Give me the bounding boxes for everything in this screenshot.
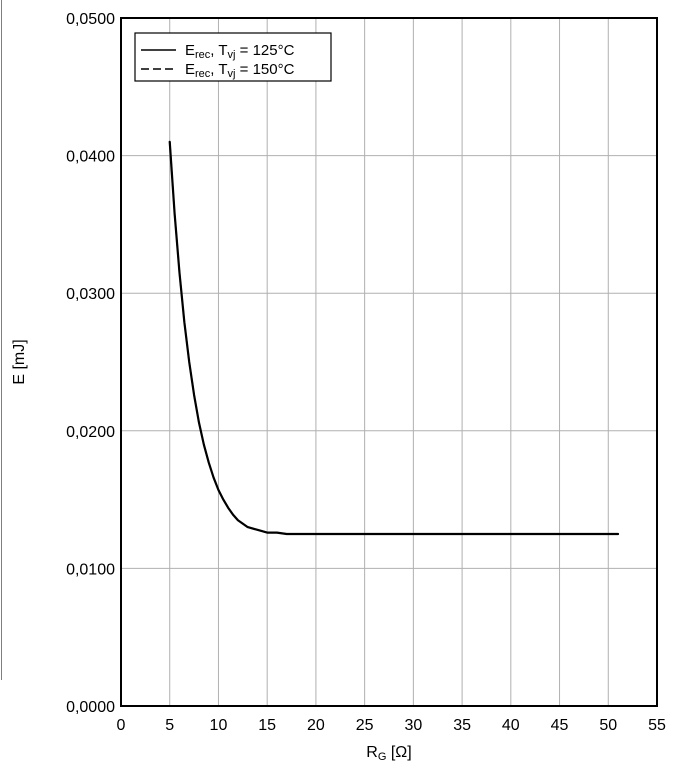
x-tick-label: 40: [502, 717, 520, 734]
x-tick-label: 5: [165, 717, 174, 734]
legend-box: [134, 32, 332, 82]
tick-layer: 0 5 10 15 20 25 30 35 40 45 50 55 0,0000 0,0100 0,0200…: [66, 11, 666, 734]
y-tick-label: 0,0100: [66, 561, 115, 578]
y-tick-label: 0,0200: [66, 424, 115, 441]
legend-label-series-0: Erec, Tvj = 125°C: [185, 42, 295, 61]
legend-label-series-1: Erec, Tvj = 150°C: [185, 61, 295, 80]
y-tick-label: 0,0300: [66, 286, 115, 303]
legend: Erec, Tvj = 125°C Erec, Tvj = 150°C: [134, 32, 332, 82]
series-line-1: [168, 141, 619, 535]
x-axis-label-unit: [Ω]: [386, 744, 411, 761]
x-tick-label: 10: [210, 717, 228, 734]
plot-frame: [120, 17, 658, 707]
y-tick-label: 0,0500: [66, 11, 115, 28]
x-axis-label-main: R: [366, 744, 378, 761]
x-tick-label: 15: [258, 717, 276, 734]
x-tick-label: 0: [117, 717, 126, 734]
x-tick-label: 45: [551, 717, 569, 734]
x-tick-label: 20: [307, 717, 325, 734]
x-tick-label: 25: [356, 717, 374, 734]
y-tick-label: 0,0000: [66, 699, 115, 716]
x-axis-label-sub: G: [378, 751, 387, 763]
x-tick-label: 30: [404, 717, 422, 734]
grid-layer: [121, 18, 657, 706]
series-layer: [168, 140, 620, 536]
x-tick-label: 55: [648, 717, 666, 734]
x-tick-label: 50: [599, 717, 617, 734]
x-tick-label: 35: [453, 717, 471, 734]
y-tick-label: 0,0400: [66, 149, 115, 166]
x-axis-label: RG [Ω]: [366, 744, 411, 763]
y-axis-label: E [mJ]: [11, 339, 28, 384]
